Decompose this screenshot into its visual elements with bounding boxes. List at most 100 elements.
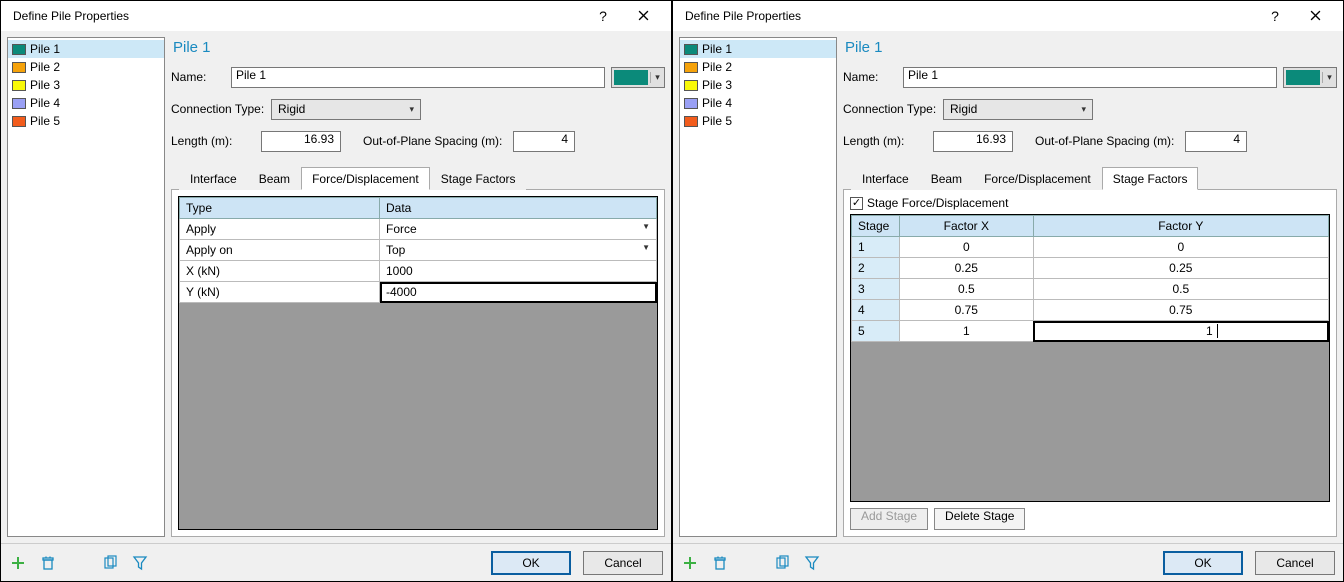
trash-icon[interactable] <box>711 554 729 572</box>
cell-stage: 4 <box>852 300 900 321</box>
tab-force-displacement[interactable]: Force/Displacement <box>973 167 1102 190</box>
cell-fx[interactable]: 0.25 <box>900 258 1034 279</box>
color-dropdown[interactable]: ▾ <box>611 67 665 88</box>
define-pile-properties-dialog: Define Pile Properties?Pile 1Pile 2Pile … <box>672 0 1344 582</box>
pile-swatch-icon <box>12 44 26 55</box>
ok-button[interactable]: OK <box>491 551 571 575</box>
cell-type: Apply on <box>180 240 380 261</box>
add-icon[interactable] <box>681 554 699 572</box>
pile-list-label: Pile 4 <box>30 96 60 110</box>
color-swatch-icon <box>614 70 648 85</box>
pile-swatch-icon <box>684 116 698 127</box>
connection-type-value: Rigid <box>950 102 1081 116</box>
cell-fx[interactable]: 0 <box>900 237 1034 258</box>
pile-swatch-icon <box>12 62 26 73</box>
connection-type-value: Rigid <box>278 102 409 116</box>
name-label: Name: <box>843 70 903 84</box>
pile-list-item[interactable]: Pile 4 <box>8 94 164 112</box>
help-button[interactable]: ? <box>583 8 623 24</box>
pile-list-item[interactable]: Pile 4 <box>680 94 836 112</box>
close-button[interactable] <box>623 8 663 24</box>
cell-data[interactable]: Force <box>380 219 657 240</box>
tab-stage-factors[interactable]: Stage Factors <box>1102 167 1199 190</box>
connection-type-label: Connection Type: <box>171 102 271 116</box>
connection-type-dropdown[interactable]: Rigid▾ <box>943 99 1093 120</box>
chevron-down-icon: ▾ <box>1322 72 1336 83</box>
filter-icon[interactable] <box>131 554 149 572</box>
cell-fx[interactable]: 1 <box>900 321 1034 342</box>
stage-checkbox[interactable]: ✓ <box>850 197 863 210</box>
length-input[interactable]: 16.93 <box>933 131 1013 152</box>
titlebar: Define Pile Properties? <box>673 1 1343 31</box>
tab-interface[interactable]: Interface <box>851 167 920 190</box>
tab-stage-factors[interactable]: Stage Factors <box>430 167 527 190</box>
pile-list-label: Pile 1 <box>702 42 732 56</box>
pile-list-item[interactable]: Pile 2 <box>8 58 164 76</box>
cell-fx[interactable]: 0.5 <box>900 279 1034 300</box>
pile-title: Pile 1 <box>171 37 665 64</box>
cell-stage: 5 <box>852 321 900 342</box>
close-button[interactable] <box>1295 8 1335 24</box>
pile-swatch-icon <box>12 98 26 109</box>
trash-icon[interactable] <box>39 554 57 572</box>
oop-spacing-label: Out-of-Plane Spacing (m): <box>363 134 513 148</box>
col-fy: Factor Y <box>1033 216 1328 237</box>
cancel-button[interactable]: Cancel <box>1255 551 1335 575</box>
pile-list-label: Pile 5 <box>702 114 732 128</box>
pile-list-label: Pile 1 <box>30 42 60 56</box>
copy-icon[interactable] <box>773 554 791 572</box>
pile-list-item[interactable]: Pile 1 <box>8 40 164 58</box>
pile-swatch-icon <box>12 80 26 91</box>
cell-fx[interactable]: 0.75 <box>900 300 1034 321</box>
pile-list-label: Pile 3 <box>30 78 60 92</box>
force-grid: TypeDataApplyForceApply onTopX (kN)1000Y… <box>178 196 658 530</box>
copy-icon[interactable] <box>101 554 119 572</box>
chevron-down-icon: ▾ <box>1081 104 1086 115</box>
tab-beam[interactable]: Beam <box>248 167 301 190</box>
stage-grid: StageFactor XFactor Y10020.250.2530.50.5… <box>850 214 1330 502</box>
cell-fy[interactable]: 0.25 <box>1033 258 1328 279</box>
cancel-button[interactable]: Cancel <box>583 551 663 575</box>
help-button[interactable]: ? <box>1255 8 1295 24</box>
pile-list-item[interactable]: Pile 3 <box>8 76 164 94</box>
ok-button[interactable]: OK <box>1163 551 1243 575</box>
cell-data[interactable]: 1000 <box>380 261 657 282</box>
cell-fy[interactable]: 0.75 <box>1033 300 1328 321</box>
connection-type-label: Connection Type: <box>843 102 943 116</box>
tab-beam[interactable]: Beam <box>920 167 973 190</box>
oop-spacing-input[interactable]: 4 <box>513 131 575 152</box>
cell-data[interactable]: -4000 <box>380 282 657 303</box>
stage-checkbox-row: ✓Stage Force/Displacement <box>850 196 1330 210</box>
pile-list-item[interactable]: Pile 2 <box>680 58 836 76</box>
cell-data[interactable]: Top <box>380 240 657 261</box>
length-label: Length (m): <box>171 134 261 148</box>
dialog-title: Define Pile Properties <box>681 9 1255 23</box>
pile-list-item[interactable]: Pile 1 <box>680 40 836 58</box>
length-input[interactable]: 16.93 <box>261 131 341 152</box>
pile-list-label: Pile 2 <box>30 60 60 74</box>
col-fx: Factor X <box>900 216 1034 237</box>
tab-interface[interactable]: Interface <box>179 167 248 190</box>
connection-type-dropdown[interactable]: Rigid▾ <box>271 99 421 120</box>
cell-fy[interactable]: 0.5 <box>1033 279 1328 300</box>
name-input[interactable]: Pile 1 <box>231 67 605 88</box>
pile-list-item[interactable]: Pile 5 <box>680 112 836 130</box>
pile-list-label: Pile 2 <box>702 60 732 74</box>
footer: OK Cancel <box>1 543 671 581</box>
pile-list: Pile 1 Pile 2 Pile 3Pile 4 Pile 5 <box>679 37 837 537</box>
pile-list-item[interactable]: Pile 3 <box>680 76 836 94</box>
add-icon[interactable] <box>9 554 27 572</box>
cell-fy[interactable]: 1 <box>1033 321 1328 342</box>
tab-force-displacement[interactable]: Force/Displacement <box>301 167 430 190</box>
filter-icon[interactable] <box>803 554 821 572</box>
cell-fy[interactable]: 0 <box>1033 237 1328 258</box>
oop-spacing-input[interactable]: 4 <box>1185 131 1247 152</box>
col-stage: Stage <box>852 216 900 237</box>
name-input[interactable]: Pile 1 <box>903 67 1277 88</box>
main-pane: Pile 1Name:Pile 1▾Connection Type:Rigid▾… <box>171 37 665 537</box>
delete-stage-button[interactable]: Delete Stage <box>934 508 1025 530</box>
oop-spacing-label: Out-of-Plane Spacing (m): <box>1035 134 1185 148</box>
pile-list-item[interactable]: Pile 5 <box>8 112 164 130</box>
color-dropdown[interactable]: ▾ <box>1283 67 1337 88</box>
add-stage-button: Add Stage <box>850 508 928 530</box>
